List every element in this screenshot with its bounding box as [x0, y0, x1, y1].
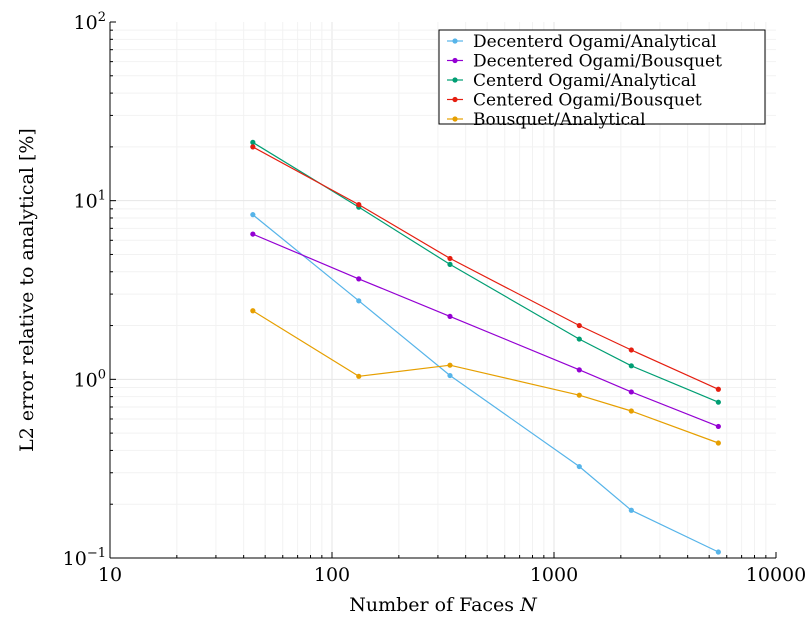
data-point	[628, 408, 634, 414]
data-point	[356, 276, 362, 282]
data-point	[447, 372, 453, 379]
data-point	[576, 367, 582, 373]
legend-label: Decenterd Ogami/Analytical	[473, 32, 717, 52]
legend-item: Centered Ogami/Bousquet	[447, 91, 702, 111]
legend-box	[438, 29, 766, 125]
series-3	[250, 139, 721, 405]
series-line	[252, 141, 719, 403]
y-tick-label: 101	[74, 189, 106, 213]
data-point	[356, 373, 362, 379]
data-point	[715, 386, 721, 392]
series-line	[252, 214, 719, 553]
data-point	[447, 261, 453, 267]
data-point	[250, 139, 256, 145]
legend-swatch-marker	[452, 38, 458, 44]
x-axis-label: Number of Faces N	[349, 594, 538, 616]
data-point	[576, 322, 582, 329]
y-axis-label: L2 error relative to analytical [%]	[16, 128, 38, 452]
ticks	[109, 21, 777, 559]
data-point	[628, 507, 634, 513]
data-point	[628, 389, 634, 395]
data-point	[576, 336, 582, 342]
data-point	[628, 363, 634, 369]
legend-label: Centered Ogami/Bousquet	[473, 91, 702, 111]
data-point	[250, 144, 256, 150]
legend-label: Bousquet/Analytical	[473, 110, 646, 130]
data-point	[715, 440, 721, 446]
legend-item: Bousquet/Analytical	[447, 110, 646, 130]
x-tick-label: 10000	[746, 564, 806, 586]
data-point	[356, 298, 362, 304]
x-tick-label: 10	[98, 564, 122, 586]
legend-label: Centerd Ogami/Analytical	[473, 71, 696, 91]
data-point	[576, 392, 582, 398]
axes	[109, 22, 776, 559]
y-tick-label: 100	[74, 367, 106, 391]
y-tick-label: 102	[74, 10, 106, 34]
data-point	[447, 362, 453, 368]
series-4	[250, 144, 721, 392]
series	[250, 139, 721, 555]
data-point	[576, 463, 582, 470]
data-point	[250, 308, 256, 314]
series-line	[252, 310, 719, 444]
data-point	[628, 347, 634, 353]
legend-item: Decentered Ogami/Bousquet	[447, 52, 722, 72]
x-tick-label: 100	[314, 564, 350, 586]
data-point	[715, 549, 721, 555]
data-point	[356, 202, 362, 208]
data-point	[447, 255, 453, 262]
legend-swatch-marker	[452, 57, 458, 64]
legend-swatch-marker	[452, 77, 458, 83]
series-1	[250, 212, 721, 555]
series-line	[252, 233, 719, 427]
legend-swatch-marker	[452, 96, 458, 103]
x-tick-label: 1000	[530, 564, 578, 586]
y-tick-label: 10−1	[63, 546, 106, 570]
legend-item: Centerd Ogami/Analytical	[447, 71, 696, 91]
y-tick-labels: 10−1 100 101 102	[63, 10, 106, 570]
data-point	[715, 399, 721, 405]
legend-label: Decentered Ogami/Bousquet	[473, 52, 722, 72]
series-5	[250, 308, 721, 446]
series-line	[252, 146, 719, 390]
data-point	[250, 212, 256, 218]
series-2	[250, 231, 721, 430]
x-tick-labels: 10 100 1000 10000	[98, 564, 806, 586]
data-point	[447, 313, 453, 320]
data-point	[715, 423, 721, 430]
legend-swatch-marker	[452, 116, 458, 122]
legend-item: Decenterd Ogami/Analytical	[447, 32, 717, 52]
data-point	[250, 231, 256, 237]
